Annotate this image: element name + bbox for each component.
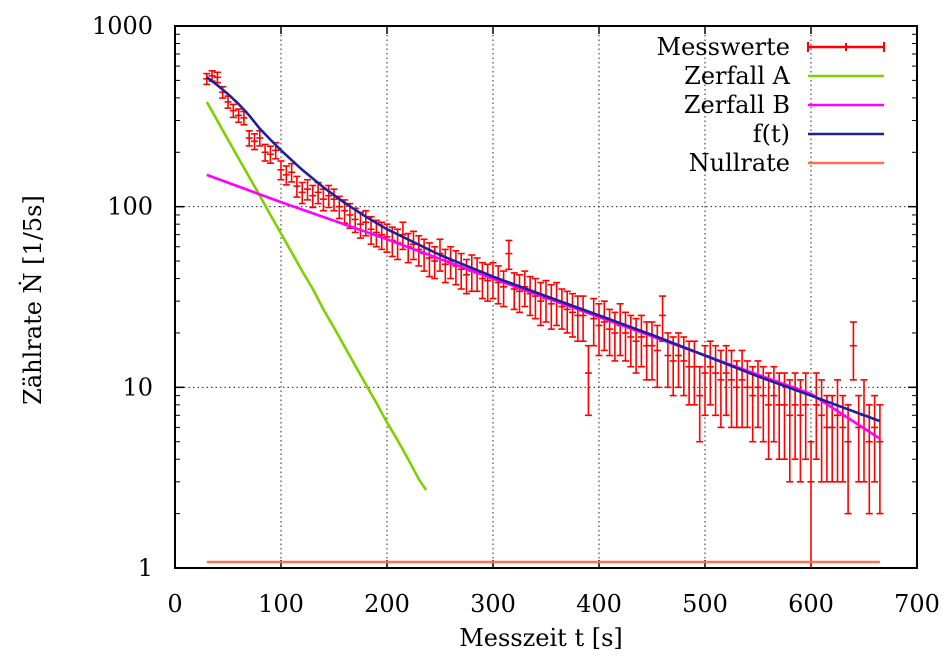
x-axis-label: Messzeit t [s] xyxy=(459,624,623,652)
y-tick-label: 1000 xyxy=(92,12,153,40)
series-line-zerfall-a xyxy=(205,101,428,491)
y-tick-label: 100 xyxy=(107,193,153,221)
plot-frame xyxy=(174,25,918,569)
plot-series xyxy=(203,69,884,568)
legend-label: f(t) xyxy=(753,120,790,148)
legend-label: Nullrate xyxy=(689,149,790,177)
x-tick-label: 700 xyxy=(894,590,940,618)
x-tick-label: 0 xyxy=(167,590,182,618)
x-tick-label: 200 xyxy=(364,590,410,618)
y-axis-ticks: 1 10 100 1000 xyxy=(92,12,917,582)
y-axis-label: Zählrate Ṅ [1/5s] xyxy=(18,195,47,405)
legend-label: Zerfall A xyxy=(684,62,791,90)
x-tick-label: 500 xyxy=(682,590,728,618)
x-tick-label: 300 xyxy=(470,590,516,618)
x-tick-label: 600 xyxy=(788,590,834,618)
series-line-f-t xyxy=(206,76,881,423)
y-tick-label: 1 xyxy=(138,554,153,582)
legend-label: Zerfall B xyxy=(684,91,790,119)
x-axis-ticks: 0 100 200 300 400 500 600 700 xyxy=(167,26,940,618)
x-tick-label: 400 xyxy=(576,590,622,618)
series-line-zerfall-b xyxy=(206,173,881,440)
y-tick-label: 10 xyxy=(122,373,153,401)
x-tick-label: 100 xyxy=(258,590,304,618)
legend-label: Messwerte xyxy=(657,33,790,61)
